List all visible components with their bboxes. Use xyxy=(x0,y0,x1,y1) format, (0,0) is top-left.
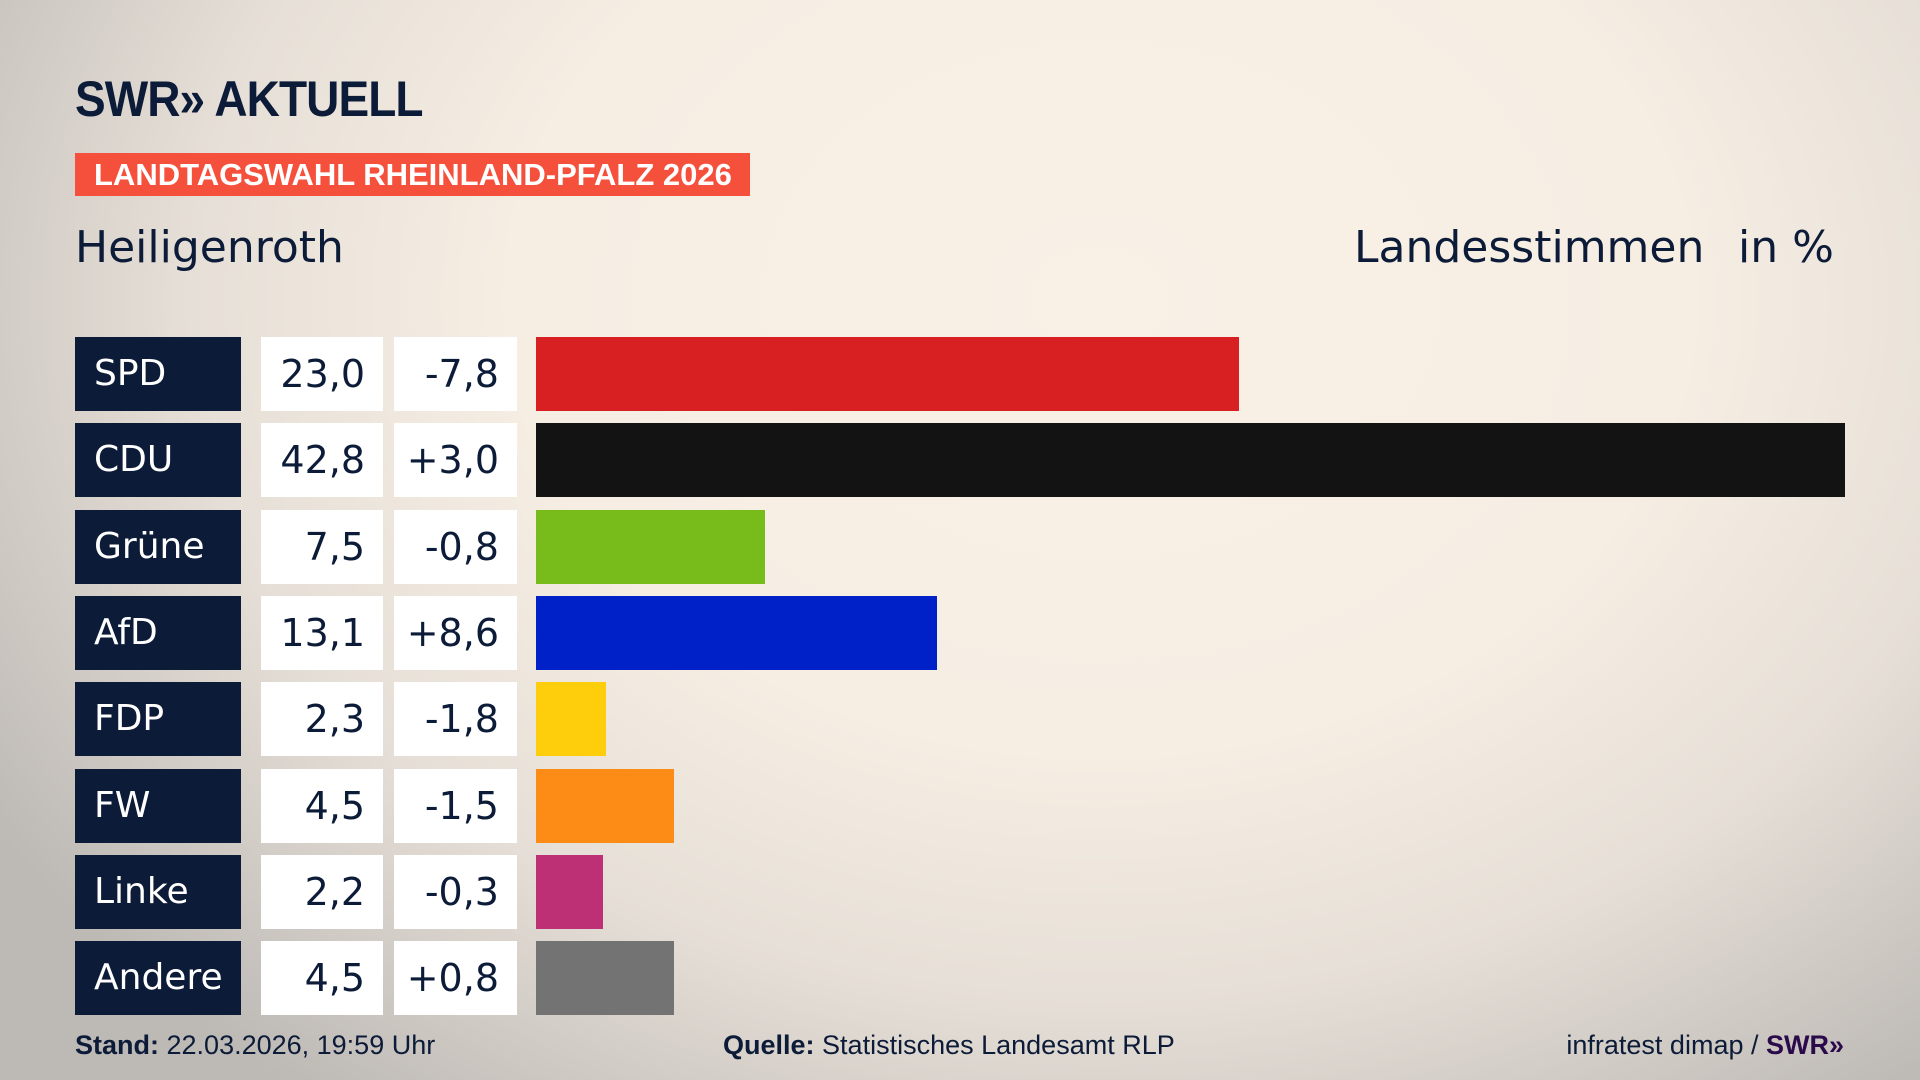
party-row: FDP 2,3 -1,8 xyxy=(75,682,1875,757)
party-row: Linke 2,2 -0,3 xyxy=(75,854,1875,929)
diff-label: -7,8 xyxy=(394,337,517,411)
party-row: Grüne 7,5 -0,8 xyxy=(75,509,1875,584)
bar-fdp xyxy=(536,682,607,757)
election-banner: LANDTAGSWAHL RHEINLAND-PFALZ 2026 xyxy=(75,153,750,196)
bar-grüne xyxy=(536,509,766,584)
swr-logo: SWR» xyxy=(1765,1030,1844,1060)
source-label: Quelle: xyxy=(723,1030,815,1060)
party-label: AfD xyxy=(75,595,241,670)
diff-label: +0,8 xyxy=(394,941,517,1016)
bar-cdu xyxy=(536,423,1845,498)
party-label: Andere xyxy=(75,941,241,1016)
party-row: CDU 42,8 +3,0 xyxy=(75,423,1875,498)
diff-label: -0,8 xyxy=(394,509,517,584)
party-row: AfD 13,1 +8,6 xyxy=(75,595,1875,670)
timestamp: Stand: 22.03.2026, 19:59 Uhr xyxy=(75,1030,435,1061)
party-row: SPD 23,0 -7,8 xyxy=(75,337,1875,411)
value-label: 2,3 xyxy=(261,682,383,757)
unit-label: in % xyxy=(1738,222,1834,273)
diff-label: -1,8 xyxy=(394,682,517,757)
source: Quelle: Statistisches Landesamt RLP xyxy=(723,1030,1175,1061)
party-label: FW xyxy=(75,768,241,843)
value-label: 4,5 xyxy=(261,768,383,843)
value-label: 23,0 xyxy=(261,337,383,411)
swr-aktuell-logo: SWR» AKTUELL xyxy=(75,71,423,127)
value-label: 2,2 xyxy=(261,854,383,929)
diff-label: -1,5 xyxy=(394,768,517,843)
bar-linke xyxy=(536,854,604,929)
source-value: Statistisches Landesamt RLP xyxy=(822,1030,1175,1060)
party-label: FDP xyxy=(75,682,241,757)
value-label: 13,1 xyxy=(261,595,383,670)
stand-label: Stand: xyxy=(75,1030,159,1060)
diff-label: -0,3 xyxy=(394,854,517,929)
diff-label: +8,6 xyxy=(394,595,517,670)
diff-label: +3,0 xyxy=(394,423,517,498)
metric-label: Landesstimmen xyxy=(1354,222,1705,273)
party-row: FW 4,5 -1,5 xyxy=(75,768,1875,843)
bar-afd xyxy=(536,595,937,670)
party-label: SPD xyxy=(75,337,241,411)
party-label: Grüne xyxy=(75,509,241,584)
party-label: Linke xyxy=(75,854,241,929)
party-label: CDU xyxy=(75,423,241,498)
value-label: 4,5 xyxy=(261,941,383,1016)
place-title: Heiligenroth xyxy=(75,222,344,273)
party-row: Andere 4,5 +0,8 xyxy=(75,941,1875,1016)
stand-value: 22.03.2026, 19:59 Uhr xyxy=(166,1030,436,1060)
bar-andere xyxy=(536,941,674,1016)
value-label: 42,8 xyxy=(261,423,383,498)
credit: infratest dimap / SWR» xyxy=(1566,1030,1844,1061)
value-label: 7,5 xyxy=(261,509,383,584)
credit-text: infratest dimap / xyxy=(1566,1030,1766,1060)
bar-spd xyxy=(536,337,1240,411)
bar-fw xyxy=(536,768,674,843)
